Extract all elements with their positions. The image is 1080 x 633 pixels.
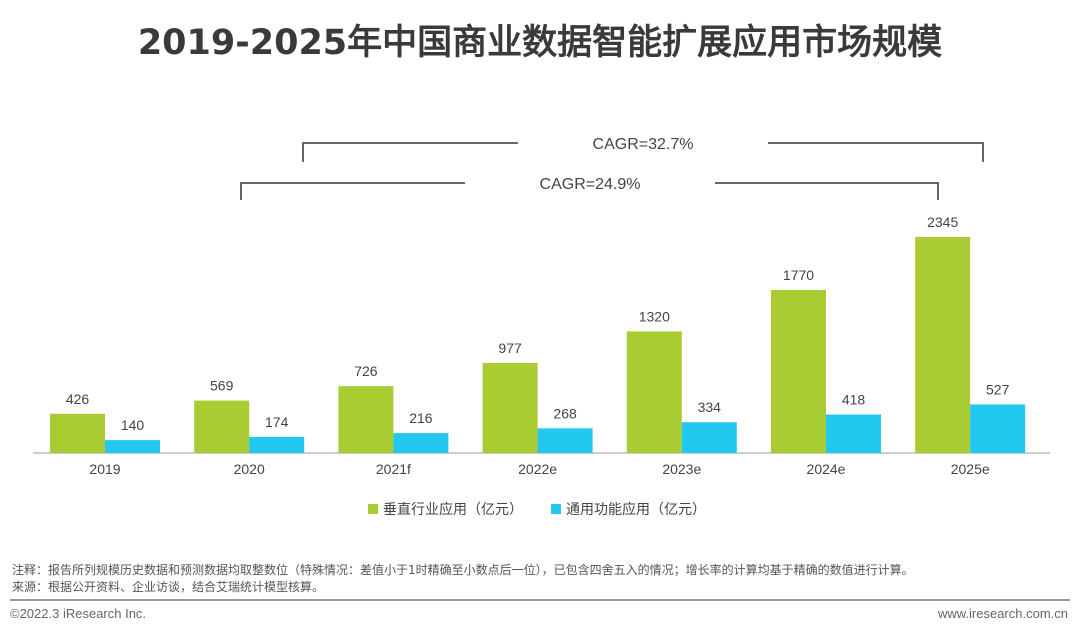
source-text: 来源：根据公开资料、企业访谈，结合艾瑞统计模型核算。 [12,580,325,594]
bar-general [105,440,160,453]
bar-general [826,414,881,453]
copyright: ©2022.3 iResearch Inc. [10,606,147,621]
legend-label: 垂直行业应用（亿元） [383,501,523,518]
data-label: 174 [265,414,289,430]
legend-label: 通用功能应用（亿元） [566,501,706,518]
data-label: 216 [409,410,433,426]
x-tick-label: 2020 [234,461,265,477]
bar-general [393,433,449,453]
data-label: 418 [842,391,866,407]
legend-swatch [551,504,561,514]
data-label: 426 [66,391,90,407]
bar-general [249,436,305,453]
cagr-label: CAGR=24.9% [540,176,641,193]
bar-vertical [771,289,826,453]
cagr-bracket [240,182,939,200]
bar-general [537,428,593,453]
bar-general [970,404,1026,453]
chart-title: 2019-2025年中国商业数据智能扩展应用市场规模 [137,23,943,63]
note-text: 注释：报告所列规模历史数据和预测数据均取整数位（特殊情况：差值小于1时精确至小数… [12,563,914,577]
website-link: www.iresearch.com.cn [937,606,1068,621]
legend-swatch [368,504,378,514]
data-label: 140 [121,417,145,433]
x-tick-label: 2023e [662,461,701,477]
bar-chart: 426 140 2019 569 174 2020 726 216 2021f 977 268 202… [33,136,1050,518]
x-tick-label: 2019 [89,461,120,477]
x-tick-label: 2021f [376,461,411,477]
x-tick-label: 2024e [807,461,846,477]
data-label: 977 [498,340,522,356]
x-tick-label: 2022e [518,461,557,477]
data-label: 334 [698,399,722,415]
bar-general [681,422,737,453]
cagr-bracket [302,142,984,162]
data-label: 1770 [783,267,814,283]
bar-vertical [338,386,394,453]
data-label: 569 [210,378,234,394]
bar-vertical [915,237,971,453]
data-label: 268 [553,405,577,421]
bar-vertical [482,363,538,453]
data-label: 527 [986,381,1010,397]
data-label: 1320 [639,308,670,324]
footer-divider [10,599,1070,601]
bar-vertical [194,400,250,453]
bar-vertical [50,413,105,453]
bar-vertical [626,331,682,453]
data-label: 726 [354,363,378,379]
x-tick-label: 2025e [951,461,990,477]
data-label: 2345 [927,214,958,230]
cagr-label: CAGR=32.7% [593,136,694,153]
